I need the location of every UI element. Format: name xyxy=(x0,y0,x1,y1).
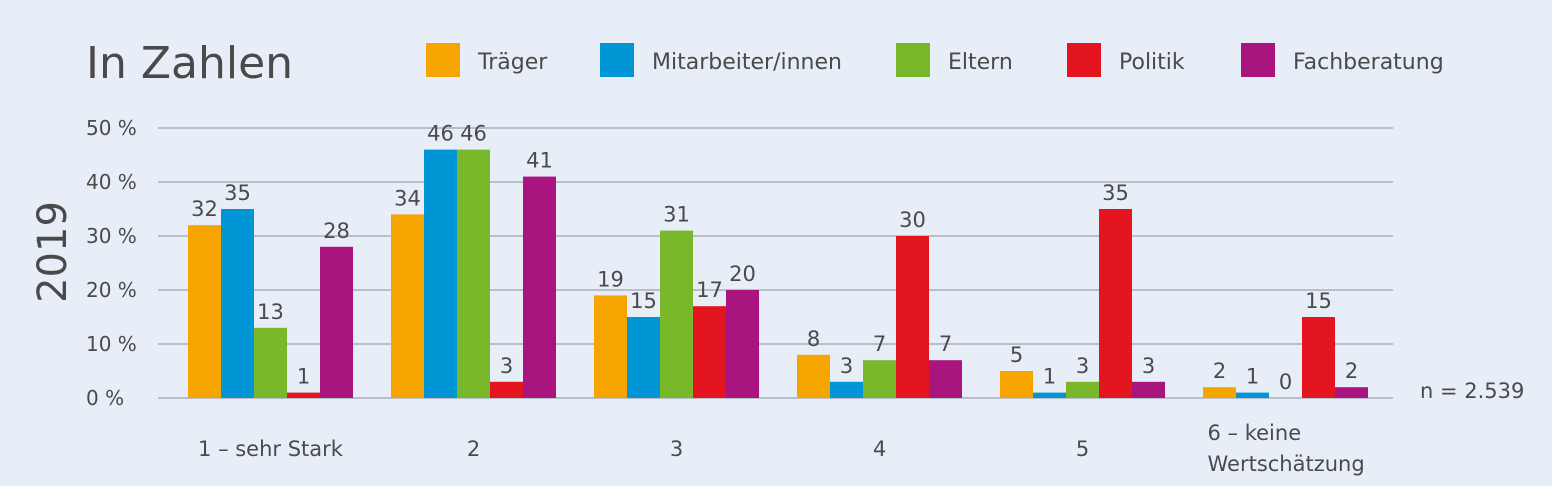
bar xyxy=(660,230,693,398)
data-label: 1 xyxy=(297,365,310,389)
bar xyxy=(1132,381,1165,398)
data-label: 41 xyxy=(526,149,553,173)
data-label: 7 xyxy=(939,332,952,356)
bar xyxy=(726,290,759,398)
data-label: 1 xyxy=(1043,365,1056,389)
data-label: 28 xyxy=(323,219,350,243)
legend-swatch xyxy=(896,43,930,77)
data-label: 15 xyxy=(630,289,657,313)
x-tick-label: 4 xyxy=(873,437,886,461)
bar xyxy=(1203,387,1236,398)
bars xyxy=(188,149,1368,398)
x-tick-label: 5 xyxy=(1076,437,1089,461)
bar xyxy=(863,360,896,398)
bar xyxy=(490,381,523,398)
bar xyxy=(1236,392,1269,398)
data-label: 3 xyxy=(840,354,853,378)
legend: Träger Mitarbeiter/innen Eltern Politik Fach… xyxy=(426,43,1444,77)
data-label: 46 xyxy=(460,122,487,146)
legend-swatch xyxy=(426,43,460,77)
legend-label: Eltern xyxy=(948,50,1013,75)
x-tick-label: 6 – keine Wertschätzung xyxy=(1208,421,1365,476)
data-label: 35 xyxy=(1102,181,1129,205)
y-tick-label: 20 % xyxy=(86,278,137,302)
data-label: 32 xyxy=(191,197,218,221)
legend-label: Politik xyxy=(1119,50,1185,75)
bar xyxy=(594,295,627,398)
data-label: 30 xyxy=(899,208,926,232)
data-label: 8 xyxy=(807,327,820,351)
y-tick-label: 40 % xyxy=(86,170,137,194)
bar xyxy=(188,225,221,398)
sample-size-note: n = 2.539 xyxy=(1420,379,1524,403)
y-tick-label: 30 % xyxy=(86,224,137,248)
data-label: 3 xyxy=(1076,354,1089,378)
data-label: 3 xyxy=(1142,354,1155,378)
bar xyxy=(221,209,254,398)
data-label: 13 xyxy=(257,300,284,324)
legend-label: Mitarbeiter/innen xyxy=(652,50,842,75)
data-label: 31 xyxy=(663,203,690,227)
bar xyxy=(627,317,660,398)
x-tick-label: 2 xyxy=(467,437,480,461)
legend-item: Eltern xyxy=(896,43,1013,77)
legend-swatch xyxy=(600,43,634,77)
bar xyxy=(424,149,457,398)
legend-item: Fachberatung xyxy=(1241,43,1444,77)
data-label: 34 xyxy=(394,186,421,210)
bar xyxy=(797,354,830,398)
data-label: 7 xyxy=(873,332,886,356)
bar xyxy=(896,236,929,398)
y-tick-label: 10 % xyxy=(86,332,137,356)
gridlines xyxy=(158,127,1393,399)
bar xyxy=(287,392,320,398)
bar xyxy=(1335,387,1368,398)
year-label: 2019 xyxy=(30,201,76,303)
legend-label: Fachberatung xyxy=(1293,50,1444,75)
x-tick-label: 3 xyxy=(670,437,683,461)
y-axis-ticks: 0 % 10 % 20 % 30 % 40 % 50 % xyxy=(86,116,137,410)
legend-item: Mitarbeiter/innen xyxy=(600,43,842,77)
legend-swatch xyxy=(1241,43,1275,77)
data-label: 2 xyxy=(1345,359,1358,383)
data-label: 17 xyxy=(696,278,723,302)
y-tick-label: 0 % xyxy=(86,386,124,410)
bar xyxy=(1066,381,1099,398)
x-axis-categories: 1 – sehr Stark 2 3 4 5 6 – keine Wertschätzung xyxy=(198,421,1365,476)
data-label: 19 xyxy=(597,267,624,291)
data-label: 20 xyxy=(729,262,756,286)
data-label: 2 xyxy=(1213,359,1226,383)
bar xyxy=(830,381,863,398)
bar xyxy=(320,246,353,398)
bar xyxy=(523,176,556,398)
data-label: 35 xyxy=(224,181,251,205)
chart-title: In Zahlen xyxy=(86,38,293,89)
legend-swatch xyxy=(1067,43,1101,77)
legend-item: Politik xyxy=(1067,43,1185,77)
bar xyxy=(929,360,962,398)
bar xyxy=(457,149,490,398)
legend-label: Träger xyxy=(477,50,548,75)
bar xyxy=(254,327,287,398)
data-label: 5 xyxy=(1010,343,1023,367)
y-tick-label: 50 % xyxy=(86,116,137,140)
bar xyxy=(1000,371,1033,398)
bar xyxy=(391,214,424,398)
bar xyxy=(1099,209,1132,398)
data-label: 0 xyxy=(1279,370,1292,394)
x-tick-label: 1 – sehr Stark xyxy=(198,437,344,461)
bar xyxy=(1033,392,1066,398)
data-label: 46 xyxy=(427,122,454,146)
data-label: 15 xyxy=(1305,289,1332,313)
data-label: 1 xyxy=(1246,365,1259,389)
bar xyxy=(693,306,726,398)
legend-item: Träger xyxy=(426,43,548,77)
bar xyxy=(1302,317,1335,398)
data-label: 3 xyxy=(500,354,513,378)
